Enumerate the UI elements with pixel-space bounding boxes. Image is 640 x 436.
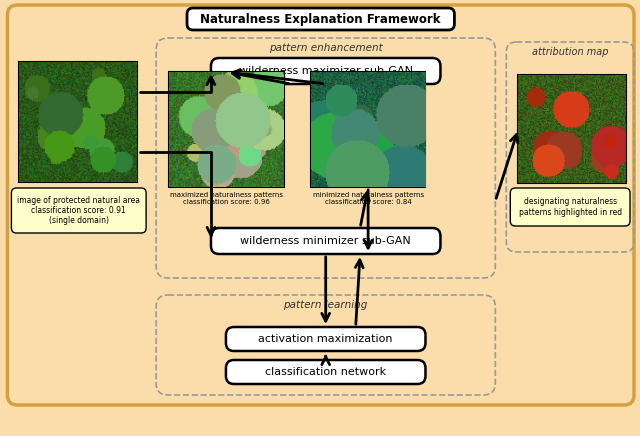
- Text: wilderness minimizer sub-GAN: wilderness minimizer sub-GAN: [241, 236, 411, 246]
- Text: classification network: classification network: [265, 367, 387, 377]
- Bar: [19, 62, 137, 182]
- FancyBboxPatch shape: [510, 188, 630, 226]
- Bar: [518, 75, 626, 183]
- Text: pattern enhancement: pattern enhancement: [269, 43, 383, 53]
- Text: Naturalness Explanation Framework: Naturalness Explanation Framework: [200, 13, 441, 25]
- Text: maximized naturalness patterns
classification score: 0.96: maximized naturalness patterns classific…: [170, 191, 283, 204]
- FancyBboxPatch shape: [211, 58, 440, 84]
- Text: attribution map: attribution map: [532, 47, 609, 57]
- Text: minimized naturalness patterns
classification score: 0.84: minimized naturalness patterns classific…: [312, 191, 424, 204]
- FancyBboxPatch shape: [226, 327, 426, 351]
- Text: pattern learning: pattern learning: [284, 300, 368, 310]
- Bar: [311, 72, 426, 187]
- Text: activation maximization: activation maximization: [259, 334, 393, 344]
- FancyBboxPatch shape: [8, 5, 634, 405]
- Text: image of protected natural area
classification score: 0.91
(single domain): image of protected natural area classifi…: [17, 196, 140, 225]
- FancyBboxPatch shape: [226, 360, 426, 384]
- FancyBboxPatch shape: [12, 188, 146, 233]
- Bar: [169, 72, 284, 187]
- FancyBboxPatch shape: [187, 8, 454, 30]
- Text: designating naturalness
patterns highlighted in red: designating naturalness patterns highlig…: [518, 198, 621, 217]
- Text: wilderness maximizer sub-GAN: wilderness maximizer sub-GAN: [239, 66, 413, 76]
- FancyBboxPatch shape: [211, 228, 440, 254]
